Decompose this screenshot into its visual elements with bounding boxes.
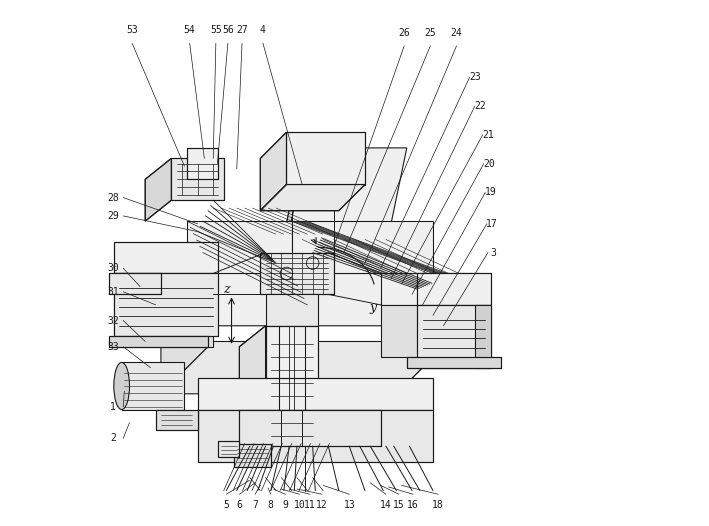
Text: 28: 28 — [107, 193, 118, 203]
Text: 17: 17 — [486, 219, 498, 229]
Polygon shape — [418, 305, 491, 368]
Polygon shape — [161, 341, 449, 394]
Text: 26: 26 — [398, 28, 410, 38]
Text: 8: 8 — [268, 500, 274, 510]
Text: 31: 31 — [107, 287, 118, 297]
Text: 30: 30 — [107, 263, 118, 273]
Polygon shape — [172, 158, 224, 200]
Text: 22: 22 — [474, 101, 486, 111]
Text: y: y — [369, 301, 376, 314]
Polygon shape — [291, 221, 433, 274]
Polygon shape — [114, 274, 218, 336]
Polygon shape — [396, 274, 449, 394]
Text: 53: 53 — [126, 25, 138, 35]
Polygon shape — [108, 274, 161, 295]
Text: 9: 9 — [282, 500, 289, 510]
Text: 11: 11 — [304, 500, 316, 510]
Text: 6: 6 — [237, 500, 242, 510]
Text: 16: 16 — [407, 500, 419, 510]
Text: 1: 1 — [110, 402, 116, 412]
Polygon shape — [187, 148, 218, 179]
Text: 7: 7 — [252, 500, 258, 510]
Polygon shape — [156, 410, 198, 430]
Polygon shape — [381, 274, 480, 305]
Text: 19: 19 — [485, 187, 496, 197]
Text: 24: 24 — [451, 28, 462, 38]
Text: 27: 27 — [236, 25, 248, 35]
Polygon shape — [266, 295, 318, 326]
Text: 15: 15 — [393, 500, 405, 510]
Polygon shape — [114, 263, 213, 295]
Text: 32: 32 — [107, 316, 118, 326]
Polygon shape — [198, 378, 433, 410]
Polygon shape — [266, 326, 318, 446]
Text: 33: 33 — [107, 342, 118, 352]
Polygon shape — [161, 274, 449, 326]
Polygon shape — [145, 158, 172, 221]
Text: 25: 25 — [425, 28, 436, 38]
Polygon shape — [260, 252, 333, 295]
Text: 55: 55 — [210, 25, 222, 35]
Text: 5: 5 — [223, 500, 229, 510]
Ellipse shape — [114, 362, 130, 410]
Text: 14: 14 — [380, 500, 392, 510]
Polygon shape — [381, 305, 480, 357]
Text: 18: 18 — [432, 500, 444, 510]
Polygon shape — [276, 148, 407, 274]
Polygon shape — [418, 274, 491, 305]
Bar — [122, 362, 184, 410]
Text: 13: 13 — [343, 500, 355, 510]
Polygon shape — [234, 443, 271, 467]
Polygon shape — [407, 357, 501, 368]
Text: z: z — [223, 282, 230, 296]
Polygon shape — [187, 221, 291, 274]
Polygon shape — [108, 336, 208, 347]
Polygon shape — [475, 305, 491, 368]
Text: 56: 56 — [222, 25, 234, 35]
Polygon shape — [161, 274, 213, 394]
Polygon shape — [286, 132, 365, 185]
Polygon shape — [260, 185, 365, 211]
Text: 23: 23 — [469, 72, 481, 82]
Polygon shape — [198, 410, 433, 462]
Text: 54: 54 — [184, 25, 196, 35]
Polygon shape — [260, 132, 286, 211]
Polygon shape — [114, 295, 213, 347]
Polygon shape — [114, 242, 218, 274]
Text: 12: 12 — [316, 500, 328, 510]
Polygon shape — [240, 326, 266, 467]
Text: 4: 4 — [260, 25, 266, 35]
Text: 20: 20 — [483, 158, 495, 169]
Polygon shape — [218, 441, 240, 457]
Text: 3: 3 — [490, 248, 496, 258]
Polygon shape — [240, 410, 381, 446]
Text: 29: 29 — [107, 211, 118, 221]
Polygon shape — [276, 148, 302, 295]
Text: 21: 21 — [482, 130, 493, 140]
Text: 10: 10 — [294, 500, 306, 510]
Text: 2: 2 — [110, 433, 116, 443]
